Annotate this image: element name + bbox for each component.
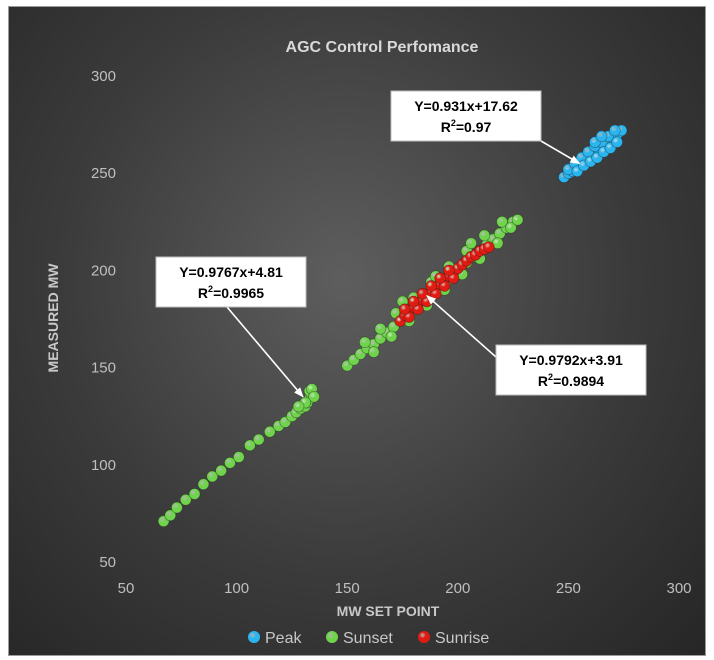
data-point — [609, 124, 621, 137]
data-point — [197, 478, 210, 491]
data-point — [465, 237, 477, 249]
regression-annotation: Y=0.9792x+3.91 R2=0.9894 — [426, 295, 647, 396]
data-point — [171, 501, 183, 514]
data-point — [511, 214, 524, 226]
data-point — [407, 295, 420, 308]
legend-label: Sunset — [343, 630, 393, 647]
data-point — [292, 400, 305, 413]
annotation-r-squared: R2=0.9965 — [198, 284, 264, 301]
annotation-equation: Y=0.9767x+4.81 — [179, 264, 283, 280]
y-tick-label: 50 — [99, 554, 116, 571]
data-point — [496, 216, 508, 228]
x-axis-ticks: 50 100 150 200 250 300 — [118, 580, 692, 597]
data-point — [505, 221, 517, 234]
data-point — [263, 425, 276, 438]
data-point — [611, 136, 623, 148]
y-tick-label: 300 — [91, 68, 116, 85]
chart-area: AGC Control Perfomance 50 100 150 200 250 300… — [8, 6, 706, 656]
x-tick-label: 200 — [445, 580, 470, 597]
legend-item-sunset: Sunset — [326, 630, 393, 647]
legend-item-sunrise: Sunrise — [418, 630, 489, 647]
y-axis-ticks: 50 100 150 200 250 300 — [91, 68, 116, 571]
legend-label: Peak — [265, 630, 302, 647]
data-point — [478, 229, 491, 242]
data-point — [374, 322, 387, 335]
regression-annotation: Y=0.931x+17.62 R2=0.97 — [390, 90, 581, 165]
annotation-box — [155, 256, 307, 308]
data-point — [233, 451, 245, 463]
data-point — [398, 303, 411, 316]
annotation-arrow — [426, 295, 497, 358]
annotation-r-squared: R2=0.97 — [441, 118, 492, 135]
data-point — [416, 287, 429, 300]
annotation-arrow — [226, 306, 304, 398]
legend-marker — [418, 631, 430, 643]
y-axis-label: MEASURED MW — [45, 263, 61, 373]
data-point — [164, 509, 177, 522]
annotation-box — [390, 90, 542, 142]
series-peak — [558, 124, 628, 183]
data-point — [188, 488, 201, 500]
regression-annotation: Y=0.9767x+4.81 R2=0.9965 — [155, 256, 307, 398]
data-point — [359, 336, 371, 349]
y-tick-label: 200 — [91, 262, 116, 279]
x-axis-label: MW SET POINT — [337, 603, 440, 619]
annotation-r-squared: R2=0.9894 — [538, 372, 604, 389]
x-tick-label: 150 — [335, 580, 360, 597]
data-point — [443, 264, 455, 277]
y-tick-label: 150 — [91, 360, 116, 377]
data-point — [252, 433, 265, 446]
data-point — [215, 464, 227, 477]
regression-annotations: Y=0.931x+17.62 R2=0.97 Y=0.9767x+4.81 R2=0.… — [155, 90, 647, 398]
y-tick-label: 100 — [91, 457, 116, 474]
legend-label: Sunrise — [435, 630, 489, 647]
data-point — [434, 272, 446, 284]
y-tick-label: 250 — [91, 165, 116, 182]
x-tick-label: 100 — [224, 580, 249, 597]
data-point — [244, 439, 256, 452]
data-point — [179, 493, 192, 506]
legend-marker — [248, 631, 260, 643]
annotation-box — [495, 344, 647, 396]
data-point — [482, 241, 495, 253]
x-tick-label: 300 — [666, 580, 691, 597]
annotation-equation: Y=0.931x+17.62 — [414, 98, 518, 114]
annotation-arrow — [540, 140, 581, 165]
data-point — [595, 130, 608, 143]
data-point — [385, 330, 398, 343]
legend-marker — [326, 631, 338, 643]
x-tick-label: 250 — [556, 580, 581, 597]
scatter-chart: AGC Control Perfomance 50 100 150 200 250 300… — [45, 39, 692, 647]
legend-item-peak: Peak — [248, 630, 302, 647]
data-point — [206, 470, 219, 483]
legend: Peak Sunset Sunrise — [248, 630, 489, 647]
series-sunrise — [394, 241, 495, 327]
data-point — [425, 280, 438, 292]
x-tick-label: 50 — [118, 580, 135, 597]
data-point — [224, 457, 236, 469]
data-point — [367, 346, 380, 358]
data-point — [308, 390, 320, 403]
annotation-equation: Y=0.9792x+3.91 — [519, 352, 623, 368]
chart-title: AGC Control Perfomance — [286, 39, 479, 56]
data-points — [157, 124, 628, 527]
